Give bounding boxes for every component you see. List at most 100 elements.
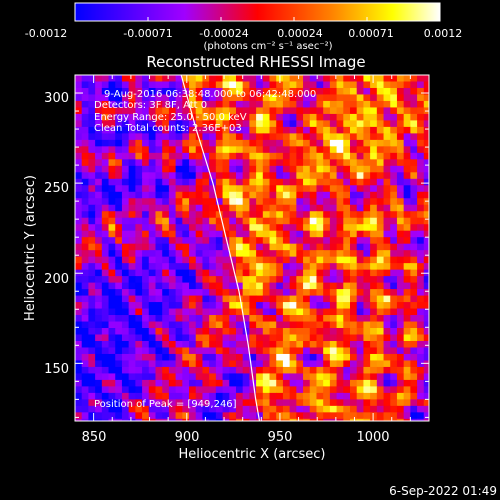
- heatmap-cell: [396, 191, 405, 199]
- heatmap-cell: [75, 113, 83, 122]
- heatmap-cell: [202, 250, 210, 258]
- heatmap-cell: [390, 224, 398, 232]
- heatmap-cell: [262, 126, 271, 134]
- heatmap-cell: [189, 100, 197, 109]
- heatmap-cell: [249, 321, 257, 329]
- heatmap-cell: [296, 340, 304, 349]
- heatmap-cell: [148, 302, 157, 310]
- heatmap-cell: [242, 263, 250, 271]
- heatmap-cell: [155, 276, 163, 284]
- heatmap-cell: [256, 340, 264, 349]
- heatmap-cell: [370, 256, 378, 264]
- heatmap-cell: [189, 373, 197, 381]
- heatmap-cell: [108, 211, 116, 219]
- heatmap-cell: [356, 217, 365, 225]
- heatmap-cell: [135, 178, 143, 186]
- heatmap-cell: [336, 347, 344, 355]
- heatmap-cell: [121, 230, 130, 238]
- heatmap-cell: [115, 386, 123, 394]
- heatmap-cell: [296, 263, 304, 271]
- heatmap-cell: [242, 243, 250, 251]
- heatmap-cell: [182, 276, 190, 284]
- heatmap-cell: [128, 373, 136, 381]
- heatmap-cell: [376, 315, 385, 323]
- heatmap-cell: [215, 328, 224, 336]
- heatmap-cell: [417, 366, 425, 375]
- heatmap-cell: [182, 347, 190, 355]
- heatmap-cell: [363, 347, 371, 355]
- heatmap-cell: [323, 237, 331, 245]
- heatmap-cell: [296, 107, 304, 115]
- heatmap-cell: [168, 256, 177, 264]
- heatmap-cell: [423, 282, 429, 290]
- heatmap-cell: [215, 379, 224, 387]
- heatmap-cell: [410, 172, 418, 180]
- heatmap-cell: [356, 340, 365, 349]
- heatmap-cell: [390, 237, 398, 245]
- heatmap-cell: [363, 269, 371, 277]
- heatmap-cell: [175, 360, 183, 368]
- heatmap-cell: [383, 373, 391, 381]
- heatmap-cell: [276, 126, 284, 134]
- heatmap-cell: [282, 172, 291, 180]
- heatmap-cell: [336, 75, 344, 83]
- heatmap-cell: [75, 308, 83, 316]
- heatmap-cell: [249, 126, 257, 134]
- heatmap-cell: [121, 269, 130, 277]
- heatmap-cell: [423, 217, 429, 225]
- heatmap-cell: [168, 353, 177, 362]
- heatmap-cell: [249, 289, 257, 297]
- heatmap-cell: [168, 321, 177, 329]
- heatmap-cell: [202, 418, 210, 421]
- heatmap-cell: [135, 373, 143, 381]
- heatmap-cell: [262, 185, 271, 193]
- heatmap-cell: [155, 75, 163, 83]
- heatmap-cell: [249, 172, 257, 180]
- heatmap-cell: [410, 360, 418, 368]
- heatmap-cell: [235, 120, 244, 128]
- heatmap-cell: [235, 178, 244, 186]
- heatmap-cell: [403, 302, 411, 310]
- heatmap-cell: [390, 211, 398, 219]
- heatmap-cell: [309, 340, 318, 349]
- heatmap-cell: [363, 399, 371, 407]
- heatmap-cell: [316, 353, 324, 362]
- heatmap-cell: [148, 237, 157, 245]
- heatmap-cell: [423, 295, 429, 303]
- heatmap-cell: [323, 165, 331, 173]
- heatmap-cell: [162, 178, 170, 186]
- heatmap-cell: [296, 198, 304, 206]
- heatmap-cell: [128, 295, 136, 303]
- heatmap-cell: [376, 87, 385, 96]
- heatmap-cell: [235, 152, 244, 160]
- heatmap-cell: [249, 412, 257, 420]
- heatmap-cell: [75, 347, 83, 355]
- heatmap-cell: [142, 360, 150, 368]
- heatmap-cell: [350, 399, 358, 407]
- heatmap-cell: [336, 230, 344, 238]
- heatmap-cell: [235, 107, 244, 115]
- heatmap-cell: [356, 295, 365, 303]
- heatmap-cell: [128, 100, 136, 109]
- heatmap-cell: [175, 295, 183, 303]
- heatmap-cell: [101, 146, 110, 154]
- heatmap-cell: [430, 380, 437, 387]
- heatmap-cell: [430, 198, 437, 205]
- heatmap-cell: [417, 198, 425, 206]
- heatmap-cell: [376, 146, 385, 154]
- heatmap-cell: [209, 399, 217, 407]
- heatmap-cell: [303, 425, 310, 432]
- heatmap-cell: [95, 321, 103, 329]
- heatmap-cell: [363, 75, 371, 83]
- heatmap-cell: [81, 256, 90, 264]
- heatmap-cell: [262, 204, 271, 212]
- heatmap-cell: [323, 295, 331, 303]
- heatmap-cell: [142, 412, 150, 420]
- heatmap-cell: [309, 379, 318, 387]
- heatmap-cell: [282, 379, 291, 387]
- heatmap-cell: [175, 334, 183, 342]
- heatmap-cell: [303, 113, 311, 122]
- heatmap-cell: [229, 120, 237, 128]
- heatmap-cell: [121, 373, 130, 381]
- heatmap-cell: [175, 211, 183, 219]
